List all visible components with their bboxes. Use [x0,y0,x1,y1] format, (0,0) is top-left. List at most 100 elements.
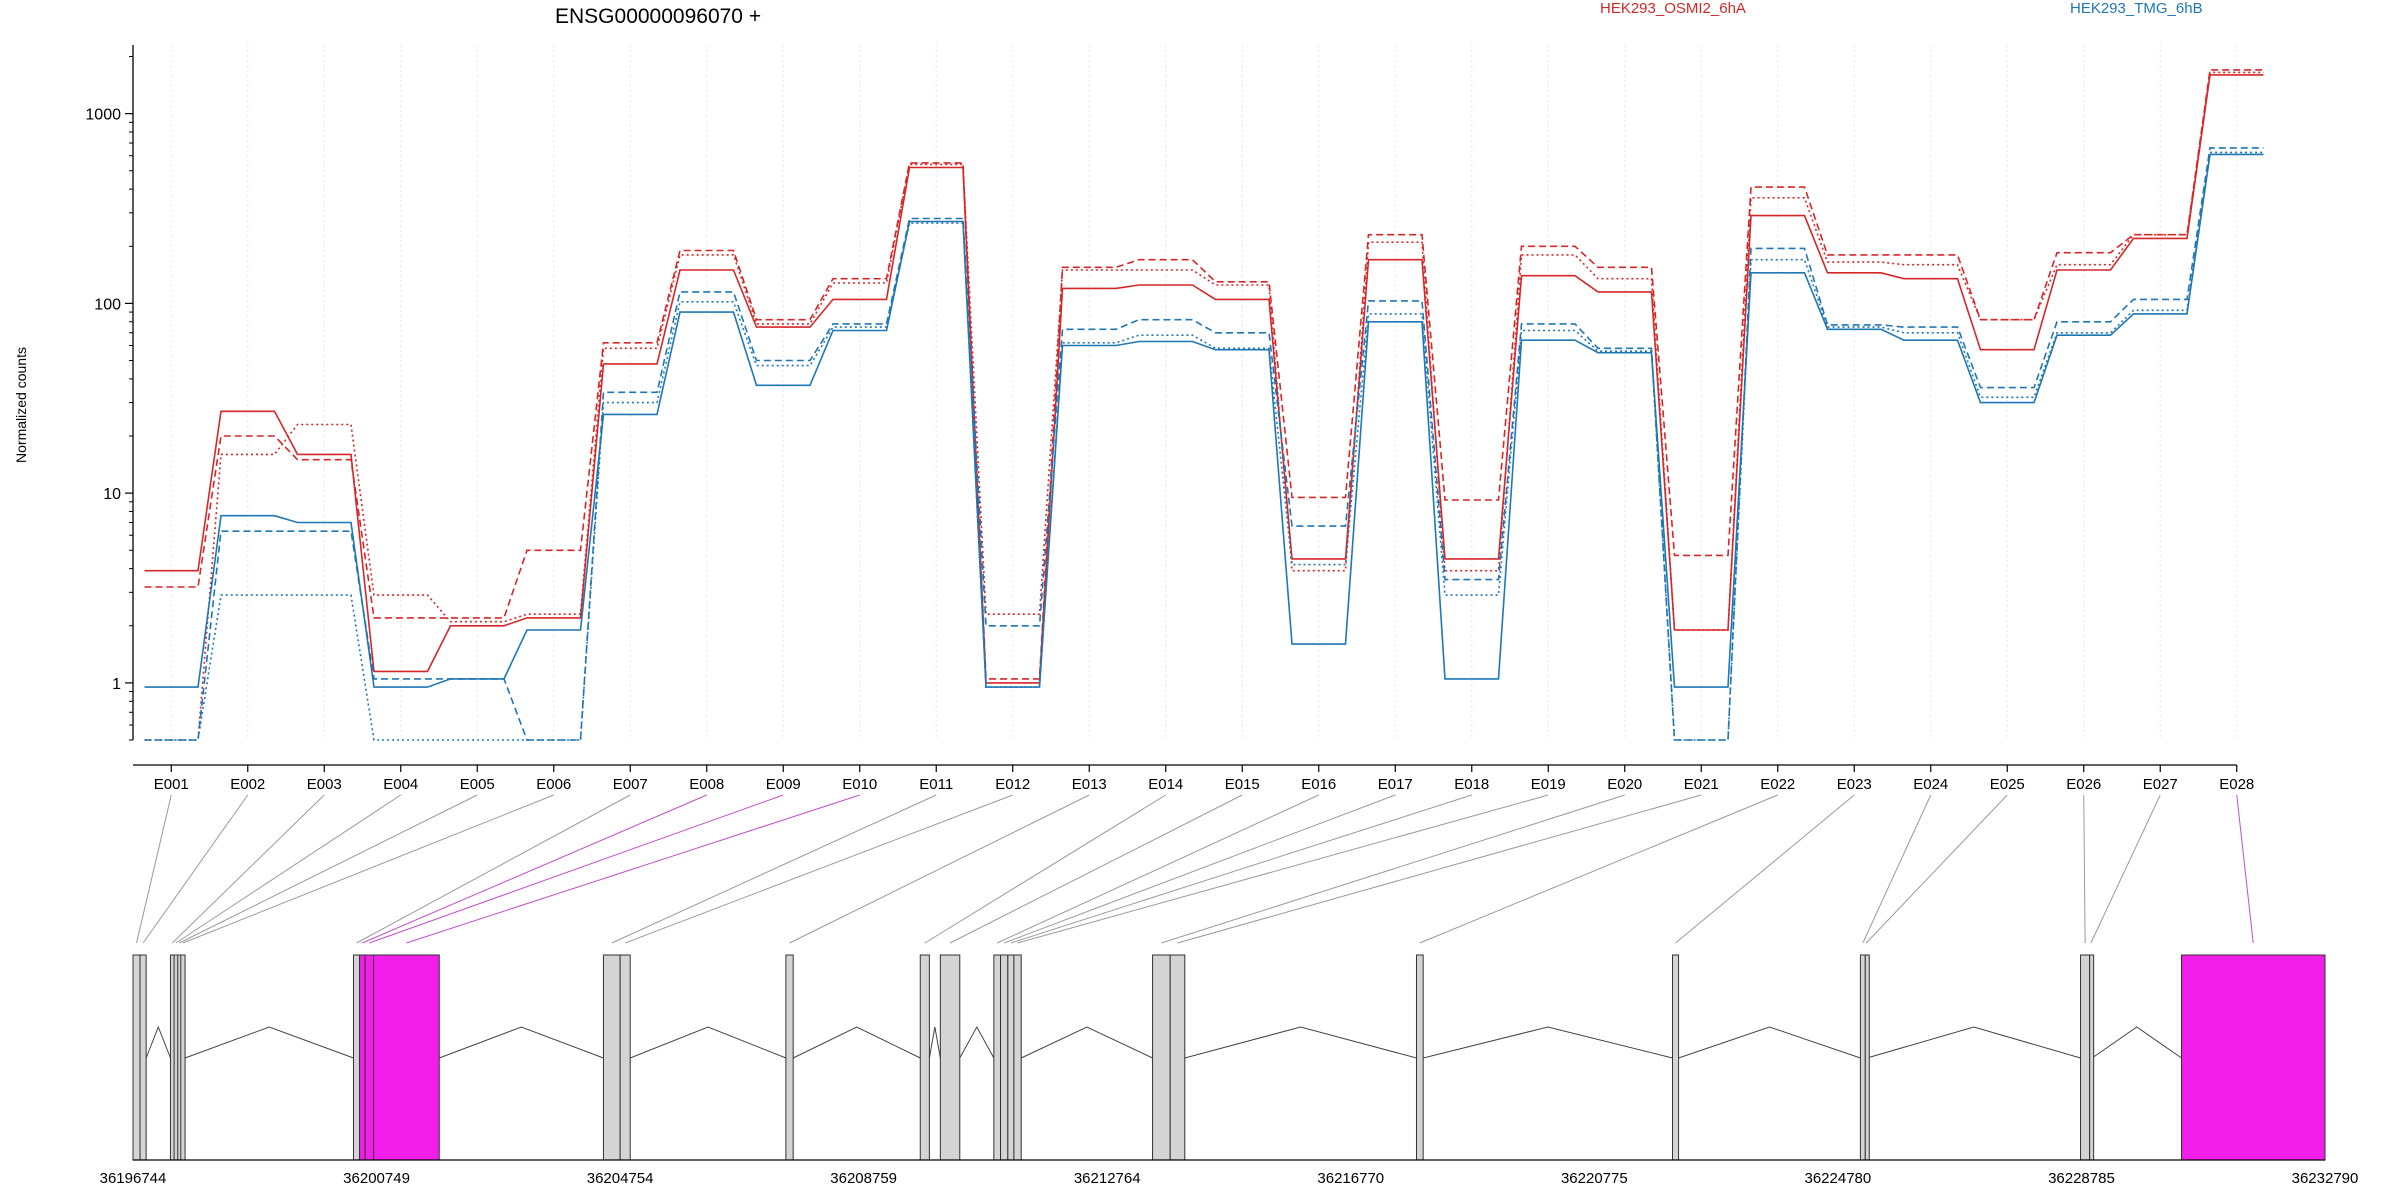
connector-e001 [136,794,172,944]
x-tick-label-e004: E004 [383,776,418,793]
connector-e011 [611,794,937,944]
connector-e002 [142,794,249,944]
series-line-1 [144,69,2264,680]
x-tick-label-e018: E018 [1454,776,1489,793]
connector-e021 [1177,794,1702,944]
intron-line [1184,1026,1417,1059]
connector-e019 [1017,794,1549,944]
intron-line [1020,1026,1153,1059]
exon-box-e001 [132,954,141,1161]
x-tick-label-e009: E009 [766,776,801,793]
x-tick-label-e015: E015 [1225,776,1260,793]
intron-line [1423,1026,1673,1059]
exon-box-e028 [2180,954,2326,1161]
exon-box-e016 [993,954,1002,1161]
connector-e004 [175,794,402,944]
exon-box-e011 [602,954,621,1161]
connector-e024 [1862,794,1932,944]
connector-e007 [356,794,631,944]
connector-e018 [1010,794,1472,944]
intron-line [928,1026,941,1059]
genome-tick-label: 36220775 [1561,1170,1628,1187]
gridlines [170,45,2238,740]
genome-tick-label: 36216770 [1317,1170,1384,1187]
intron-line [1678,1026,1861,1059]
connector-e012 [624,794,1013,944]
connector-e010 [406,794,860,944]
x-tick-label-e026: E026 [2066,776,2101,793]
exon-box-e002 [139,954,147,1161]
exon-box-e021 [1169,954,1186,1161]
exon-box-e020 [1152,954,1171,1161]
exon-box-e022 [1415,954,1424,1161]
intron-line [439,1026,604,1059]
x-tick-label-e021: E021 [1684,776,1719,793]
connector-e008 [362,794,707,944]
exon-box-e018 [1007,954,1015,1161]
legend-entry-osmi2: HEK293_OSMI2_6hA [1600,0,1746,17]
x-tick-label-e025: E025 [1990,776,2025,793]
intron-line [792,1026,921,1059]
x-tick-label-e010: E010 [842,776,877,793]
connector-e005 [179,794,478,944]
y-tick-label: 1000 [85,107,121,124]
x-tick-label-e003: E003 [307,776,342,793]
exon-box-e027 [2089,954,2095,1161]
connector-e028 [2236,794,2254,944]
exon-box-e026 [2080,954,2091,1161]
x-tick-label-e013: E013 [1072,776,1107,793]
intron-line [145,1025,171,1059]
exon-box-e013 [785,954,794,1161]
gene-model: 36196744 36200749 36204754 36208759 36212764… [100,954,2359,1187]
x-tick-label-e014: E014 [1148,776,1183,793]
axes: 1 10 100 1000 E001 E002 E003 E004 E005 E006 E007 E0… [85,45,2254,793]
exon-box-e010 [373,954,440,1161]
exon-box-e012 [619,954,631,1161]
connector-e016 [996,794,1319,944]
x-tick-label-e023: E023 [1837,776,1872,793]
connector-e009 [369,794,784,944]
exon-box-e015 [939,954,961,1161]
y-tick-label: 1 [112,676,121,693]
exon-box-e017 [1000,954,1009,1161]
chart-title: ENSG00000096070 + [555,5,761,28]
genome-tick-label: 36212764 [1074,1170,1141,1187]
exon-connector-lines [136,794,2254,944]
exon-box-e024 [1859,954,1866,1161]
genome-tick-label: 36228785 [2048,1170,2115,1187]
exon-box-e025 [1864,954,1870,1161]
connector-e020 [1161,794,1625,944]
connector-e027 [2090,794,2161,944]
connector-e015 [949,794,1243,944]
connector-e006 [182,794,554,944]
x-tick-label-e027: E027 [2143,776,2178,793]
connector-e025 [1865,794,2008,944]
series-line-3 [144,153,2264,688]
x-tick-label-e019: E019 [1531,776,1566,793]
intron-line [1866,1026,2081,1059]
series-line-5 [144,151,2264,741]
genome-tick-label: 36208759 [830,1170,897,1187]
connector-e022 [1419,794,1778,944]
genome-tick-label: 36232790 [2292,1170,2359,1187]
exon-box-e007 [353,954,361,1161]
y-axis-label: Normalized counts [13,347,29,463]
legend-entry-tmg: HEK293_TMG_6hB [2070,0,2203,17]
connector-e013 [789,794,1090,944]
x-tick-label-e006: E006 [536,776,571,793]
x-tick-label-e020: E020 [1607,776,1642,793]
x-tick-label-e008: E008 [689,776,724,793]
x-tick-label-e012: E012 [995,776,1030,793]
series-line-2 [144,71,2264,741]
genome-tick-label: 36196744 [100,1170,167,1187]
genome-tick-label: 36204754 [587,1170,654,1187]
series-line-4 [144,147,2264,741]
connector-e014 [924,794,1167,944]
series-lines [144,69,2264,741]
series-line-0 [144,74,2264,684]
exon-box-e019 [1013,954,1022,1161]
genome-tick-label: 36224780 [1805,1170,1872,1187]
x-tick-label-e022: E022 [1760,776,1795,793]
x-tick-label-e028: E028 [2219,776,2254,793]
exon-box-e008 [359,954,366,1161]
